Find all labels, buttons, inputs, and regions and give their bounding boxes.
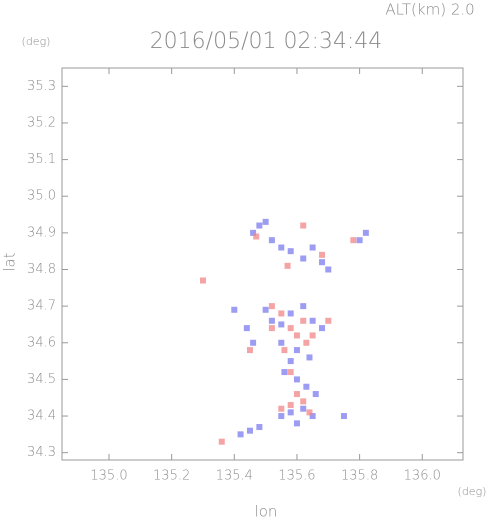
echo-point [325,266,332,273]
x-unit: (deg) [458,485,487,498]
echo-point [246,427,253,434]
echo-point [268,237,275,244]
echo-point [278,405,285,412]
echo-point [250,229,257,236]
echo-point [278,244,285,251]
chart-subtitle: ALT(km) 2.0 [385,1,474,19]
echo-point [319,325,326,332]
echo-point [287,358,294,365]
echo-point [300,255,307,262]
echo-point [284,262,291,269]
echo-point [246,347,253,354]
echo-point [293,420,300,427]
y-tick-label: 34.3 [27,445,56,460]
echo-point [231,306,238,313]
echo-point [303,339,310,346]
echo-point [325,317,332,324]
echo-point [287,402,294,409]
x-tick-label: 135.4 [216,469,253,484]
plot-frame [61,67,464,461]
echo-point [287,248,294,255]
echo-point [300,405,307,412]
y-tick-label: 34.6 [27,335,56,350]
echo-point [268,325,275,332]
echo-point [256,424,263,431]
y-tick-label: 35.0 [27,189,56,204]
echo-point [300,303,307,310]
y-tick-label: 35.1 [27,152,56,167]
echo-point [253,233,260,240]
x-axis-label: lon [255,503,278,521]
x-tick-label: 135.8 [341,469,378,484]
chart-title: 2016/05/01 02:34:44 [150,29,383,54]
echo-point [319,259,326,266]
y-tick-label: 35.3 [27,79,56,94]
x-tick-label: 135.2 [153,469,190,484]
echo-point [350,237,357,244]
echo-point [278,339,285,346]
echo-point [218,438,225,445]
echo-point [293,391,300,398]
echo-point [262,218,269,225]
y-tick-label: 34.8 [27,262,56,277]
echo-point [256,222,263,229]
echo-point [268,317,275,324]
echo-point [306,354,313,361]
echo-point [293,376,300,383]
echo-point [278,321,285,328]
x-tick-label: 136.0 [404,469,441,484]
echo-point [309,413,316,420]
echo-point [199,277,206,284]
echo-point [319,251,326,258]
echo-point [287,310,294,317]
echo-point [300,398,307,405]
y-tick-label: 34.5 [27,372,56,387]
echo-point [312,391,319,398]
echo-point [243,325,250,332]
echo-point [287,369,294,376]
echo-point [362,229,369,236]
echo-point [300,222,307,229]
echo-point [278,310,285,317]
echo-point [356,237,363,244]
y-tick-label: 34.7 [27,299,56,314]
y-unit: (deg) [22,35,51,48]
y-tick-label: 34.4 [27,409,56,424]
echo-point [281,369,288,376]
y-tick-label: 34.9 [27,225,56,240]
x-tick-label: 135.6 [278,469,315,484]
echo-point [300,317,307,324]
echo-point [306,409,313,416]
echo-point [262,306,269,313]
echo-point [293,347,300,354]
y-axis-label: lat [1,252,19,271]
echo-point [237,431,244,438]
echo-point [309,332,316,339]
echo-point [250,339,257,346]
echo-point [303,383,310,390]
echo-point [309,244,316,251]
echo-point [281,347,288,354]
echo-point [309,317,316,324]
echo-point [340,413,347,420]
echo-point [293,332,300,339]
x-tick-label: 135.0 [90,469,127,484]
echo-point [268,303,275,310]
y-tick-label: 35.2 [27,115,56,130]
echo-point [287,325,294,332]
echo-point [278,413,285,420]
echo-point [287,409,294,416]
